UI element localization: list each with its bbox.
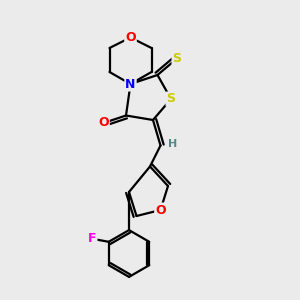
Text: O: O [125,31,136,44]
Text: O: O [98,116,109,130]
Text: N: N [125,77,136,91]
Text: O: O [155,203,166,217]
Text: S: S [172,52,182,65]
Text: H: H [169,139,178,149]
Text: S: S [167,92,176,106]
Text: F: F [88,232,97,245]
